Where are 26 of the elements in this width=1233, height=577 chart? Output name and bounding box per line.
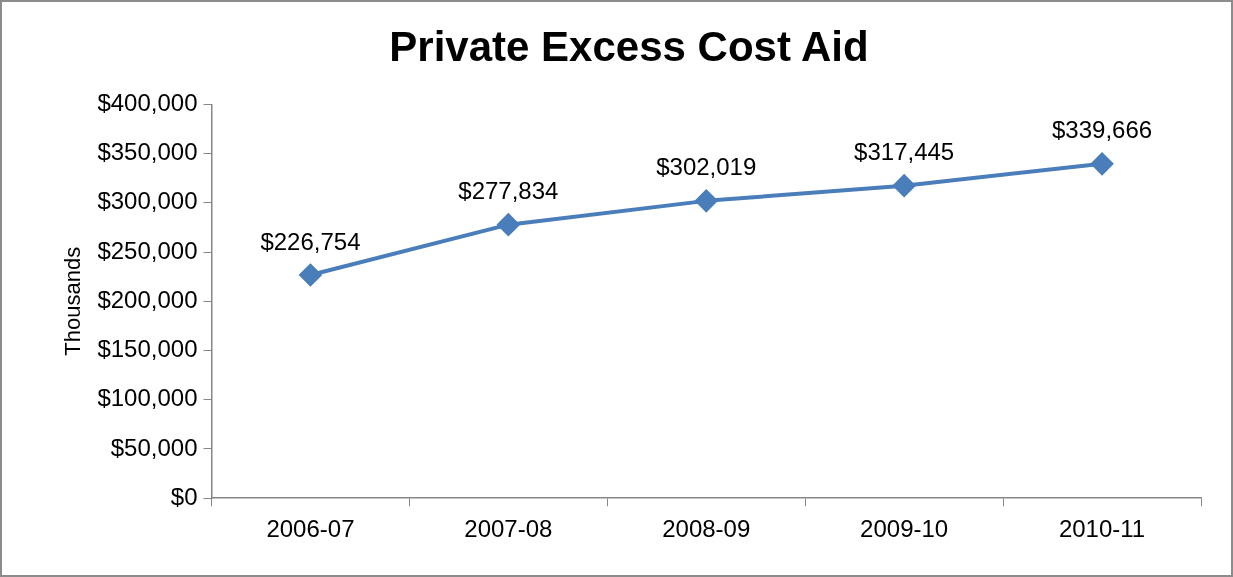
y-tick-label: $100,000 bbox=[97, 384, 198, 412]
y-tick-label: $350,000 bbox=[97, 138, 198, 166]
data-label: $317,445 bbox=[854, 138, 955, 166]
x-tick-label: 2008-09 bbox=[662, 515, 751, 543]
point bbox=[893, 174, 916, 197]
data-label: $302,019 bbox=[656, 153, 757, 181]
y-tick-label: $250,000 bbox=[97, 236, 198, 264]
data-label: $339,666 bbox=[1052, 116, 1153, 144]
chart-title: Private Excess Cost Aid bbox=[389, 22, 869, 70]
x-tick-label: 2010-11 bbox=[1058, 515, 1146, 543]
y-tick-label: $200,000 bbox=[97, 285, 198, 313]
y-tick-label: $50,000 bbox=[110, 433, 198, 461]
point bbox=[695, 189, 718, 212]
data-label: $226,754 bbox=[260, 227, 361, 255]
x-tick-label: 2009-10 bbox=[860, 515, 949, 543]
point bbox=[299, 263, 322, 286]
y-tick-label: $300,000 bbox=[97, 187, 198, 215]
y-tick-label: $0 bbox=[170, 482, 198, 510]
data-label: $277,834 bbox=[458, 177, 559, 205]
point bbox=[497, 213, 520, 236]
x-tick-label: 2007-08 bbox=[464, 515, 553, 543]
y-tick-label: $150,000 bbox=[97, 335, 198, 363]
point bbox=[1091, 152, 1114, 175]
y-axis-title: Thousands bbox=[60, 246, 86, 356]
x-tick-label: 2006-07 bbox=[266, 515, 355, 543]
y-tick-label: $400,000 bbox=[97, 89, 198, 117]
